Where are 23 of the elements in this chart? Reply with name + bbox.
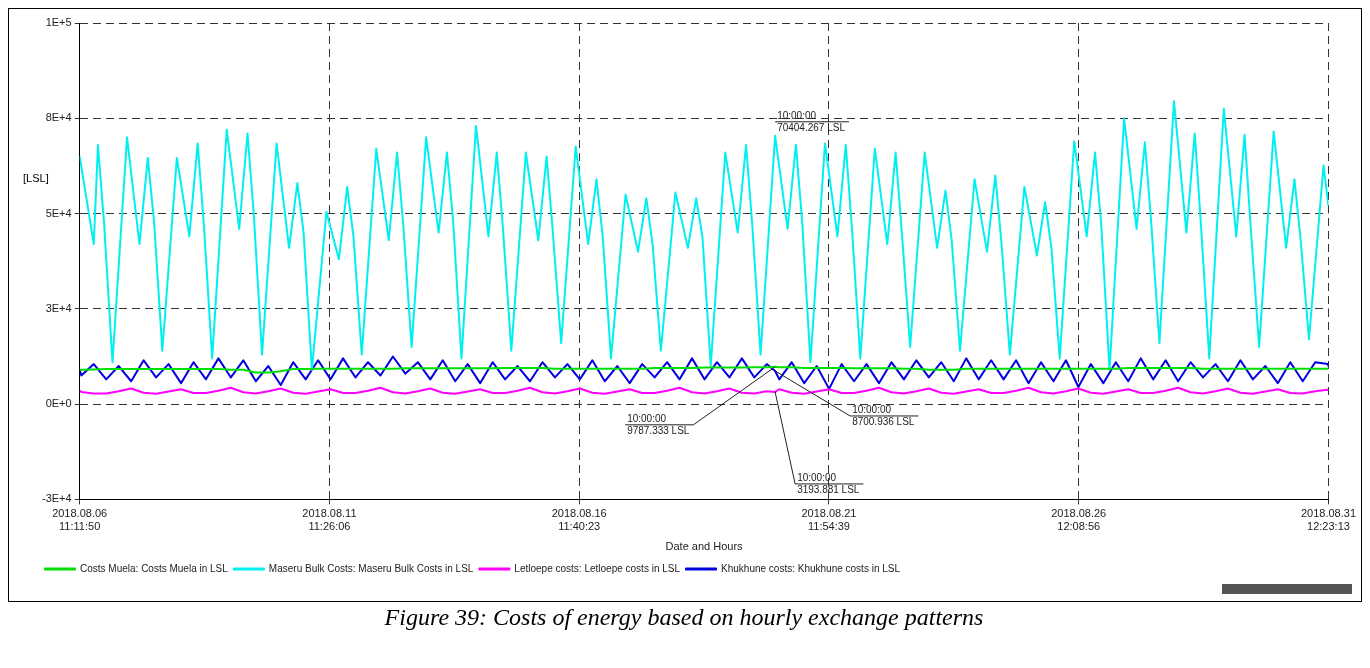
x-tick-label: 2018.08.16 11:40:23 (551, 507, 607, 533)
y-tick-label: 0E+0 (45, 397, 72, 410)
annotation: 10:00:00 9787.333 LSL (627, 412, 690, 436)
y-tick-label: -3E+4 (41, 492, 72, 505)
caption: Figure 39: Costs of energy based on hourly exchange patterns (383, 604, 985, 631)
annotation: 10:00:00 70404.267 LSL (777, 109, 846, 133)
y-tick-label: 5E+4 (45, 206, 72, 219)
x-tick-label: 2018.08.11 11:26:06 (302, 507, 357, 533)
legend-label: Costs Muela: Costs Muela in LSL (80, 562, 229, 574)
x-tick-label: 2018.08.21 11:54:39 (801, 507, 857, 533)
x-axis-title: Date and Hours (665, 540, 744, 553)
legend-label: Khukhune costs: Khukhune costs in LSL (721, 562, 901, 574)
y-axis-title: [LSL] (23, 171, 49, 184)
annotation: 10:00:00 3193.881 LSL (797, 471, 860, 495)
legend-label: Letloepe costs: Letloepe costs in LSL (514, 562, 681, 574)
y-tick-label: 1E+5 (45, 16, 72, 29)
y-tick-label: 8E+4 (45, 111, 72, 124)
legend-label: Maseru Bulk Costs: Maseru Bulk Costs in LSL (268, 562, 474, 574)
annotation: 10:00:00 8700.936 LSL (852, 403, 915, 427)
x-tick-label: 2018.08.26 12:08:56 (1051, 507, 1107, 533)
x-tick-label: 2018.08.31 12:23:13 (1300, 507, 1356, 533)
y-tick-label: 3E+4 (45, 301, 72, 314)
x-tick-label: 2018.08.06 11:11:50 (52, 507, 108, 533)
